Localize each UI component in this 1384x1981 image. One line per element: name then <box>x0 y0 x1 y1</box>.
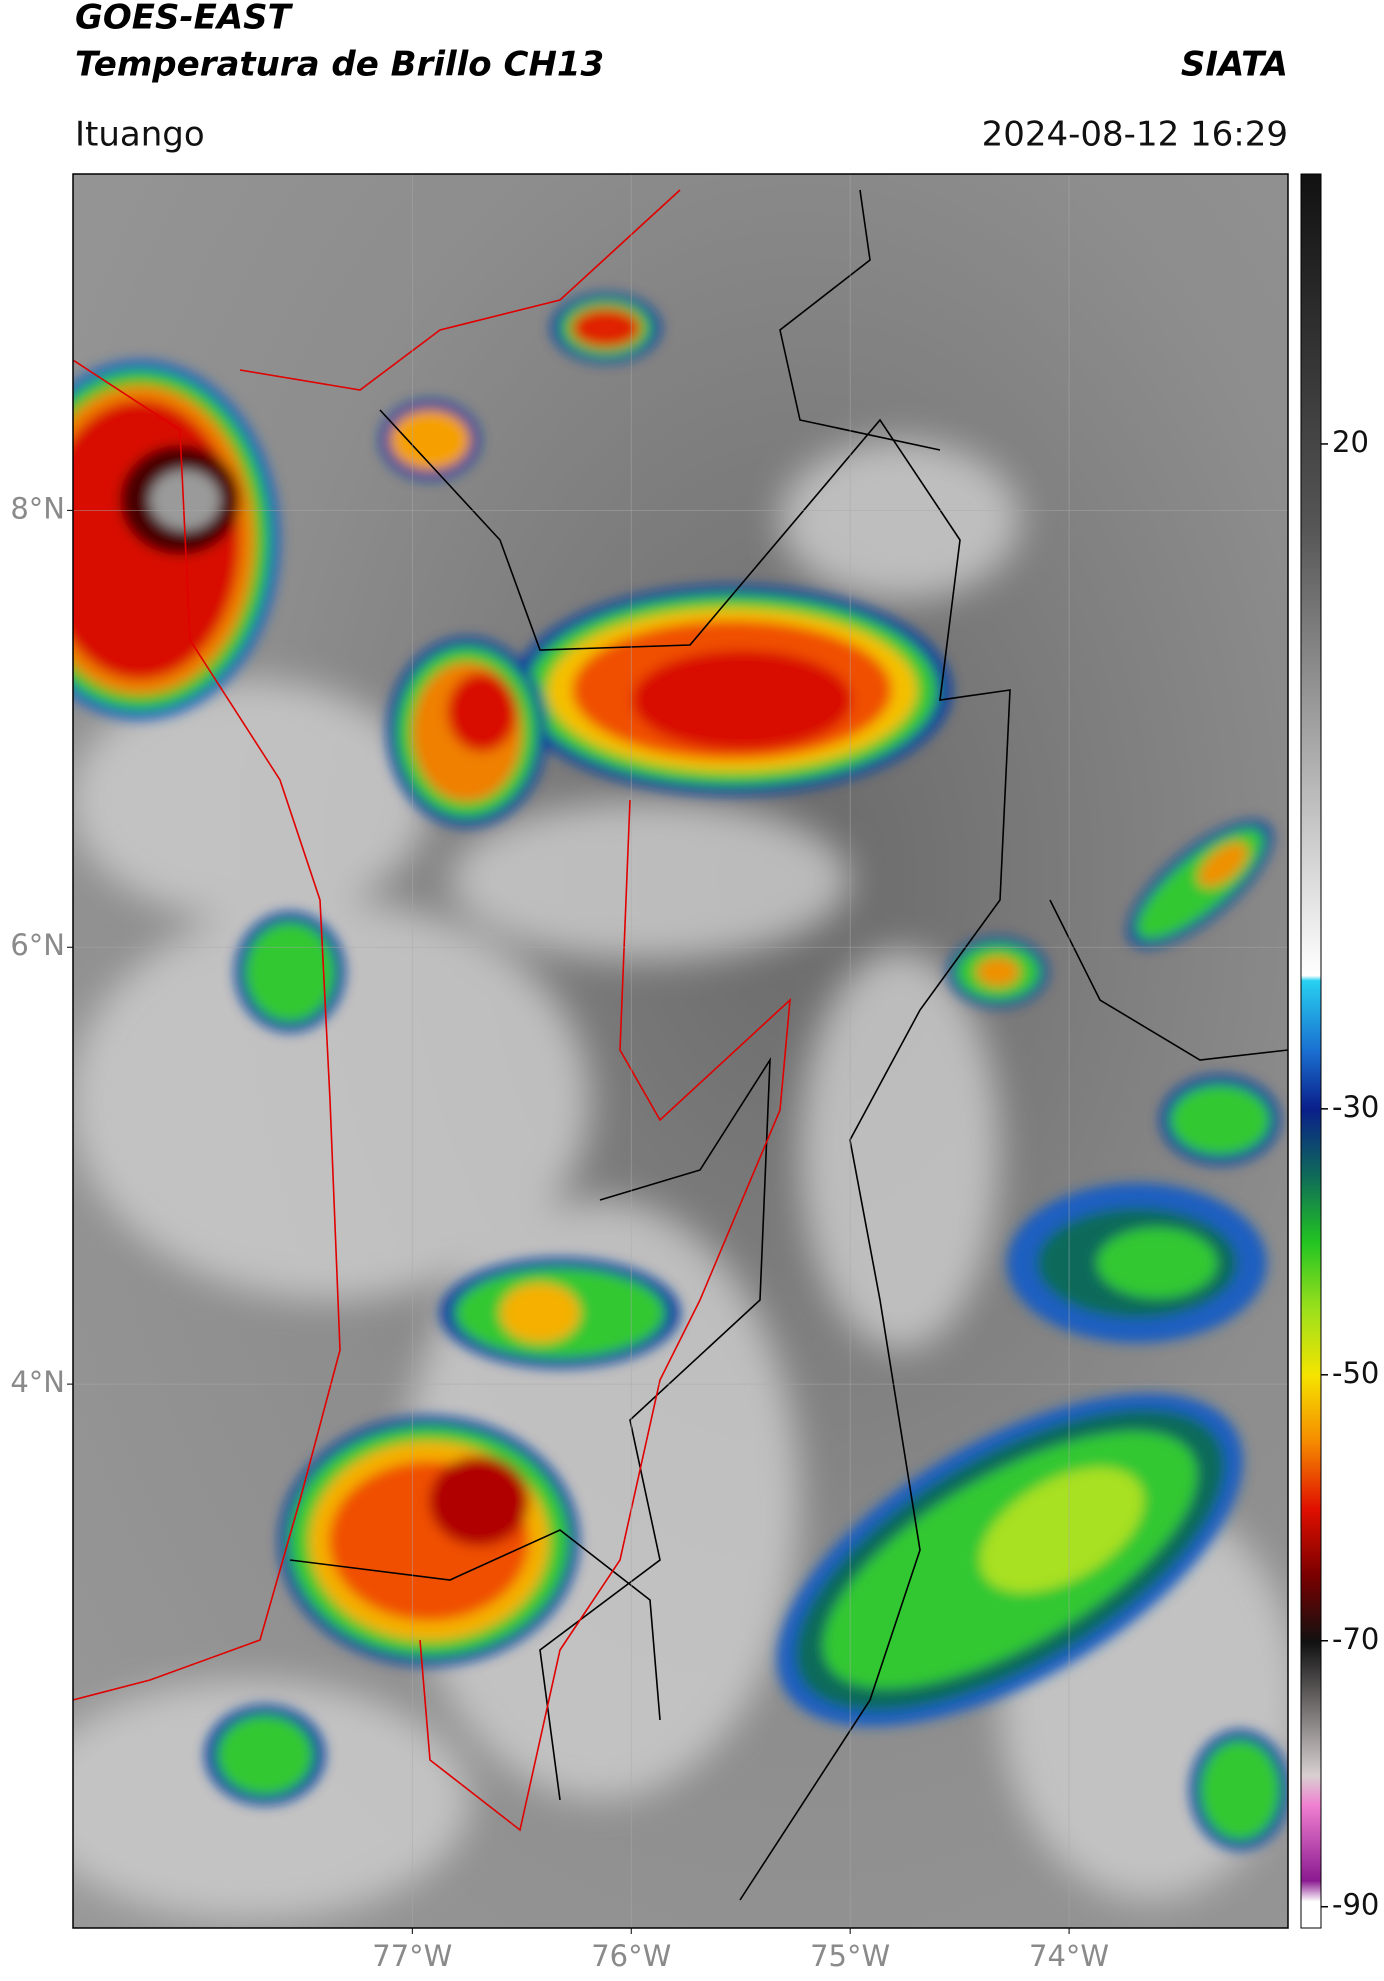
region-border <box>73 189 791 1832</box>
lon-label: 75°W <box>810 1939 890 1973</box>
title: GOES-EAST <box>75 0 294 38</box>
location: Ituango <box>75 115 205 155</box>
lat-label: 6°N <box>10 928 65 962</box>
lat-label: 4°N <box>10 1365 65 1399</box>
datetime: 2024-08-12 16:29 <box>982 115 1288 155</box>
lon-label: 74°W <box>1029 1939 1109 1973</box>
colorbar-label: -90 <box>1332 1888 1379 1922</box>
colorbar-label: -70 <box>1332 1622 1379 1656</box>
lon-label: 77°W <box>372 1939 452 1973</box>
satellite-image <box>73 174 1288 1928</box>
subtitle: Temperatura de Brillo CH13 <box>75 45 604 85</box>
map-frame <box>72 173 1289 1929</box>
colorbar <box>1300 173 1322 1929</box>
map-grid <box>73 174 1288 1928</box>
lon-label: 76°W <box>591 1939 671 1973</box>
colorbar-label: 20 <box>1332 425 1369 459</box>
lat-label: 8°N <box>10 491 65 525</box>
colorbar-label: -30 <box>1332 1090 1379 1124</box>
admin-borders <box>289 189 1288 1901</box>
colorbar-label: -50 <box>1332 1356 1379 1390</box>
source: SIATA <box>1181 45 1288 85</box>
